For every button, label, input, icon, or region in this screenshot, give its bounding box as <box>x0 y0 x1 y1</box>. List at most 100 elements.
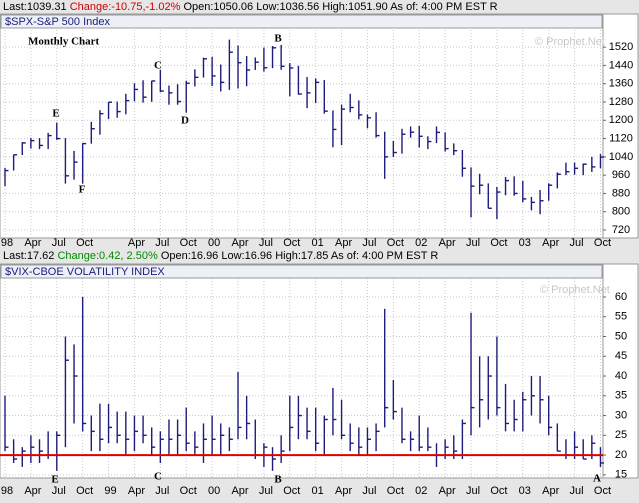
x-tick-label: Oct <box>490 237 507 249</box>
x-tick-label: Oct <box>283 237 300 249</box>
as-of: As of: 4:00 PM EST R <box>390 1 497 13</box>
x-tick-label: 98 <box>1 237 13 249</box>
annotation: A <box>593 473 601 485</box>
x-tick-label: Apr <box>439 485 456 497</box>
x-tick-label: Oct <box>387 237 404 249</box>
y-tick-label: 1040 <box>609 151 633 163</box>
x-tick-label: Jul <box>466 485 480 497</box>
x-tick-label: Oct <box>76 485 93 497</box>
x-tick-label: Jul <box>362 237 376 249</box>
x-tick-label: Oct <box>180 485 197 497</box>
x-tick-label: 99 <box>104 485 116 497</box>
x-tick-label: Apr <box>24 485 41 497</box>
x-tick-label: Apr <box>24 237 41 249</box>
last: Last:1039.31 <box>3 1 67 13</box>
title-box <box>0 14 603 29</box>
annotation: C <box>154 60 162 72</box>
x-tick-label: Apr <box>231 237 248 249</box>
plot-area <box>0 263 604 479</box>
x-tick-label: Jul <box>570 485 584 497</box>
annotation: F <box>79 184 86 196</box>
annotation: B <box>274 33 282 45</box>
chart-title: $VIX-CBOE VOLATILITY INDEX <box>5 266 165 278</box>
x-tick-label: Apr <box>128 485 145 497</box>
x-tick-label: 00 <box>208 237 220 249</box>
change: Change:0.42, 2.50% <box>57 250 158 262</box>
x-tick-label: 03 <box>519 485 531 497</box>
high: High:17.85 <box>275 250 328 262</box>
x-tick-label: 98 <box>1 485 13 497</box>
y-tick-label: 30 <box>615 409 627 421</box>
x-tick-label: Oct <box>594 237 611 249</box>
last: Last:17.62 <box>3 250 54 262</box>
x-tick-label: Jul <box>52 237 66 249</box>
x-tick-label: Oct <box>490 485 507 497</box>
header-bottom: Last:17.62 Change:0.42, 2.50% Open:16.96… <box>3 250 438 262</box>
annotation: B <box>274 474 282 486</box>
y-tick-label: 60 <box>615 291 627 303</box>
y-tick-label: 35 <box>615 390 627 402</box>
x-tick-label: Jul <box>155 237 169 249</box>
chart-title: $SPX-S&P 500 Index <box>5 16 110 28</box>
x-tick-label: Oct <box>594 485 611 497</box>
x-tick-label: Apr <box>231 485 248 497</box>
change: Change:-10.75,-1.02% <box>70 1 181 13</box>
x-tick-label: Apr <box>335 237 352 249</box>
x-tick-label: Jul <box>362 485 376 497</box>
y-tick-label: 1280 <box>609 96 633 108</box>
y-tick-label: 1120 <box>609 132 633 144</box>
y-tick-label: 800 <box>612 206 630 218</box>
x-tick-label: 01 <box>312 237 324 249</box>
title-box <box>0 264 603 279</box>
y-tick-label: 15 <box>615 469 627 481</box>
y-tick-label: 960 <box>612 169 630 181</box>
x-tick-label: Apr <box>128 237 145 249</box>
y-tick-label: 1520 <box>609 41 633 53</box>
axis-area <box>602 263 639 479</box>
x-tick-label: Oct <box>180 237 197 249</box>
annotation: E <box>51 474 58 486</box>
header-top: Last:1039.31 Change:-10.75,-1.02% Open:1… <box>3 1 498 13</box>
x-tick-label: 01 <box>312 485 324 497</box>
x-tick-label: 03 <box>519 237 531 249</box>
x-tick-label: Oct <box>387 485 404 497</box>
open: Open:1050.06 <box>183 1 253 13</box>
watermark: © Prophet.Net <box>535 36 605 48</box>
x-tick-label: Apr <box>542 485 559 497</box>
x-tick-label: Apr <box>542 237 559 249</box>
x-tick-label: Oct <box>76 237 93 249</box>
subtitle: Monthly Chart <box>28 36 100 48</box>
x-tick-label: 02 <box>415 485 427 497</box>
y-tick-label: 20 <box>615 449 627 461</box>
x-tick-label: Jul <box>466 237 480 249</box>
annotation: D <box>181 115 189 127</box>
x-tick-label: Jul <box>52 485 66 497</box>
y-tick-label: 55 <box>615 311 627 323</box>
y-tick-label: 25 <box>615 429 627 441</box>
watermark: © Prophet.Net <box>540 284 610 296</box>
y-tick-label: 880 <box>612 187 630 199</box>
x-tick-label: 00 <box>208 485 220 497</box>
x-tick-label: Oct <box>283 485 300 497</box>
x-tick-label: Jul <box>259 485 273 497</box>
x-tick-label: Apr <box>335 485 352 497</box>
axis-area <box>602 13 639 239</box>
y-tick-label: 1200 <box>609 114 633 126</box>
x-tick-label: 02 <box>415 237 427 249</box>
x-tick-label: Jul <box>155 485 169 497</box>
as-of: As of: 4:00 PM EST R <box>331 250 438 262</box>
low: Low:16.96 <box>221 250 272 262</box>
y-tick-label: 1360 <box>609 78 633 90</box>
y-tick-label: 720 <box>612 224 630 236</box>
x-tick-label: Jul <box>570 237 584 249</box>
y-tick-label: 50 <box>615 330 627 342</box>
y-tick-label: 1440 <box>609 59 633 71</box>
annotation: C <box>154 471 162 483</box>
open: Open:16.96 <box>161 250 219 262</box>
x-tick-label: Jul <box>259 237 273 249</box>
annotation: E <box>52 108 59 120</box>
x-tick-label: Apr <box>439 237 456 249</box>
low: Low:1036.56 <box>256 1 319 13</box>
y-tick-label: 40 <box>615 370 627 382</box>
